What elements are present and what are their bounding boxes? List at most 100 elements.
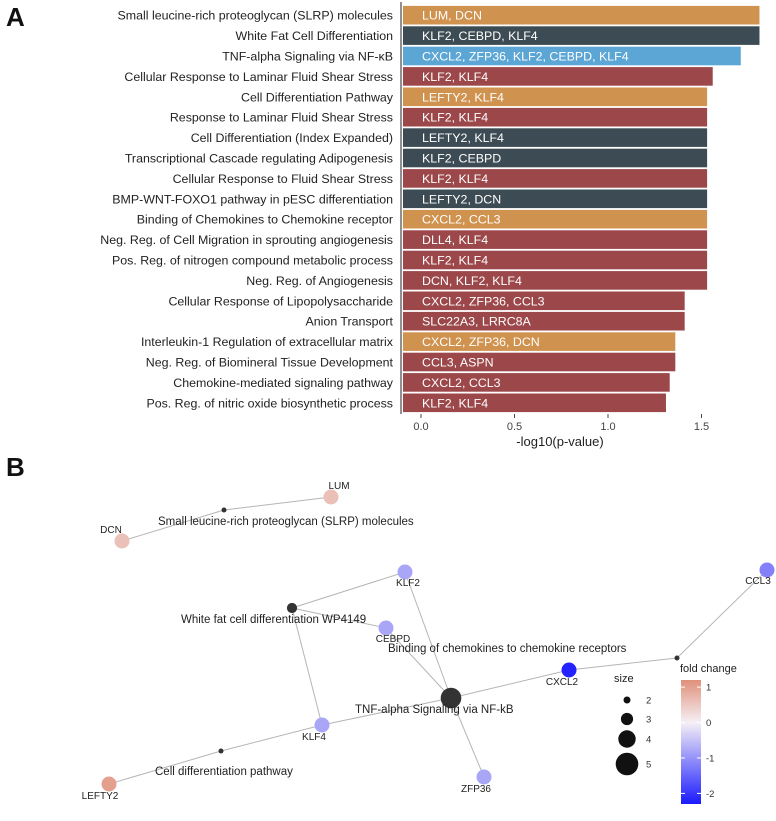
x-tick-label: 0.5 <box>507 421 522 433</box>
bar <box>403 209 708 229</box>
category-label: White Fat Cell Differentiation <box>236 29 394 43</box>
bar-gene-label: LEFTY2, KLF4 <box>422 90 504 104</box>
bar <box>403 87 708 107</box>
bar-gene-label: DLL4, KLF4 <box>422 233 488 247</box>
x-axis-ticks: 0.0 0.5 1.0 1.5 <box>413 414 709 433</box>
category-label: Small leucine-rich proteoglycan (SLRP) m… <box>118 9 393 23</box>
pathway-label: Cell differentiation pathway <box>155 766 293 778</box>
network-edge <box>291 571 406 609</box>
category-label: Neg. Reg. of Cell Migration in sprouting… <box>100 233 393 247</box>
bar <box>403 393 666 413</box>
x-tick-label: 1.0 <box>600 421 615 433</box>
pathway-label: White fat cell differentiation WP4149 <box>181 614 366 626</box>
panel-a-letter: A <box>6 2 25 32</box>
bar <box>403 46 741 66</box>
bar <box>403 271 708 290</box>
network-edge <box>220 724 323 752</box>
category-label: Response to Laminar Fluid Shear Stress <box>170 111 393 125</box>
colorbar-tick-label: -1 <box>706 753 714 764</box>
bar-gene-label: KLF2, KLF4 <box>422 111 488 125</box>
category-label: Anion Transport <box>306 315 394 329</box>
bar <box>403 148 708 168</box>
category-label: Cell Differentiation (Index Expanded) <box>191 131 393 145</box>
gene-label: KLF2 <box>396 578 420 589</box>
gene-label: ZFP36 <box>461 784 491 795</box>
gene-label: LEFTY2 <box>82 791 119 802</box>
gene-node <box>314 717 330 733</box>
network-edge <box>450 669 570 699</box>
gene-label: KLF4 <box>302 732 326 743</box>
bar-gene-label: CXCL2, ZFP36, DCN <box>422 335 540 349</box>
network-edge <box>321 697 452 726</box>
fold-change-legend: fold change 1 0 -1 -2 <box>680 663 737 804</box>
bar <box>403 107 708 127</box>
pathway-node <box>440 687 462 709</box>
bar-gene-label: KLF2, CEBPD <box>422 152 501 166</box>
bar-gene-label: LUM, DCN <box>422 9 482 23</box>
bar-gene-label: CXCL2, ZFP36, KLF2, CEBPD, KLF4 <box>422 50 629 64</box>
pathway-node <box>221 507 227 513</box>
bar <box>403 352 676 372</box>
category-label: Transcriptional Cascade regulating Adipo… <box>125 152 393 166</box>
size-legend-label: 2 <box>646 696 651 707</box>
category-label: Binding of Chemokines to Chemokine recep… <box>137 213 393 227</box>
bar-gene-label: CXCL2, CCL3 <box>422 213 501 227</box>
size-legend-dot <box>623 696 631 704</box>
colorbar-tick-label: -2 <box>706 789 714 800</box>
bar-gene-label: KLF2, KLF4 <box>422 70 488 84</box>
category-label: Chemokine-mediated signaling pathway <box>173 376 394 390</box>
bar-chart: Small leucine-rich proteoglycan (SLRP) m… <box>100 2 760 449</box>
category-label: Cellular Response of Lipopolysaccharide <box>168 294 393 308</box>
bar <box>403 332 676 351</box>
network-edge <box>291 607 387 629</box>
network-edge <box>121 509 225 542</box>
network-edge <box>404 571 452 699</box>
bar-gene-label: KLF2, CEBPD, KLF4 <box>422 29 538 43</box>
network-edge <box>108 750 222 785</box>
bar <box>403 291 685 311</box>
x-tick-label: 0.0 <box>413 421 428 433</box>
pathway-node <box>218 748 224 754</box>
gene-node <box>114 533 130 549</box>
size-legend-dot <box>620 712 634 726</box>
category-label: Cell Differentiation Pathway <box>241 90 394 104</box>
bar-gene-label: SLC22A3, LRRC8A <box>422 315 532 329</box>
bar-chart-bars: Small leucine-rich proteoglycan (SLRP) m… <box>100 5 760 413</box>
category-label: TNF-alpha Signaling via NF-κB <box>222 50 393 64</box>
size-legend-label: 5 <box>646 760 651 771</box>
pathway-node <box>674 655 680 661</box>
gene-label: CCL3 <box>745 576 771 587</box>
bar-gene-label: CCL3, ASPN <box>422 356 494 370</box>
bar-gene-label: CXCL2, ZFP36, CCL3 <box>422 294 545 308</box>
gene-node <box>759 562 775 578</box>
network-edge <box>385 627 452 699</box>
size-legend-dot <box>618 730 636 748</box>
category-label: Pos. Reg. of nitrogen compound metabolic… <box>112 254 393 268</box>
bar-gene-label: KLF2, KLF4 <box>422 254 488 268</box>
bar <box>403 169 708 188</box>
gene-node <box>101 776 117 792</box>
bar <box>403 26 760 45</box>
network-edge <box>291 607 323 726</box>
gene-node <box>397 564 413 580</box>
pathway-label: Binding of chemokines to chemokine recep… <box>388 643 627 655</box>
x-axis-title: -log10(p-value) <box>516 434 603 449</box>
size-legend-dot <box>615 752 639 776</box>
bar <box>403 230 708 249</box>
pathway-label: Small leucine-rich proteoglycan (SLRP) m… <box>158 516 414 528</box>
gene-node <box>476 769 492 785</box>
size-legend-label: 4 <box>646 735 651 746</box>
bar <box>403 128 708 147</box>
category-label: Pos. Reg. of nitric oxide biosynthetic p… <box>146 396 393 410</box>
category-label: Cellular Response to Laminar Fluid Shear… <box>124 70 393 84</box>
fold-change-legend-title: fold change <box>680 663 737 675</box>
gene-label: CXCL2 <box>546 677 579 688</box>
network-labels: Small leucine-rich proteoglycan (SLRP) m… <box>82 481 772 802</box>
category-label: Neg. Reg. of Angiogenesis <box>246 274 393 288</box>
colorbar-tick-label: 1 <box>706 683 711 694</box>
x-tick-label: 1.5 <box>694 421 709 433</box>
bar-gene-label: LEFTY2, DCN <box>422 192 501 206</box>
gene-label: CEBPD <box>376 634 410 645</box>
bar-gene-label: DCN, KLF2, KLF4 <box>422 274 522 288</box>
